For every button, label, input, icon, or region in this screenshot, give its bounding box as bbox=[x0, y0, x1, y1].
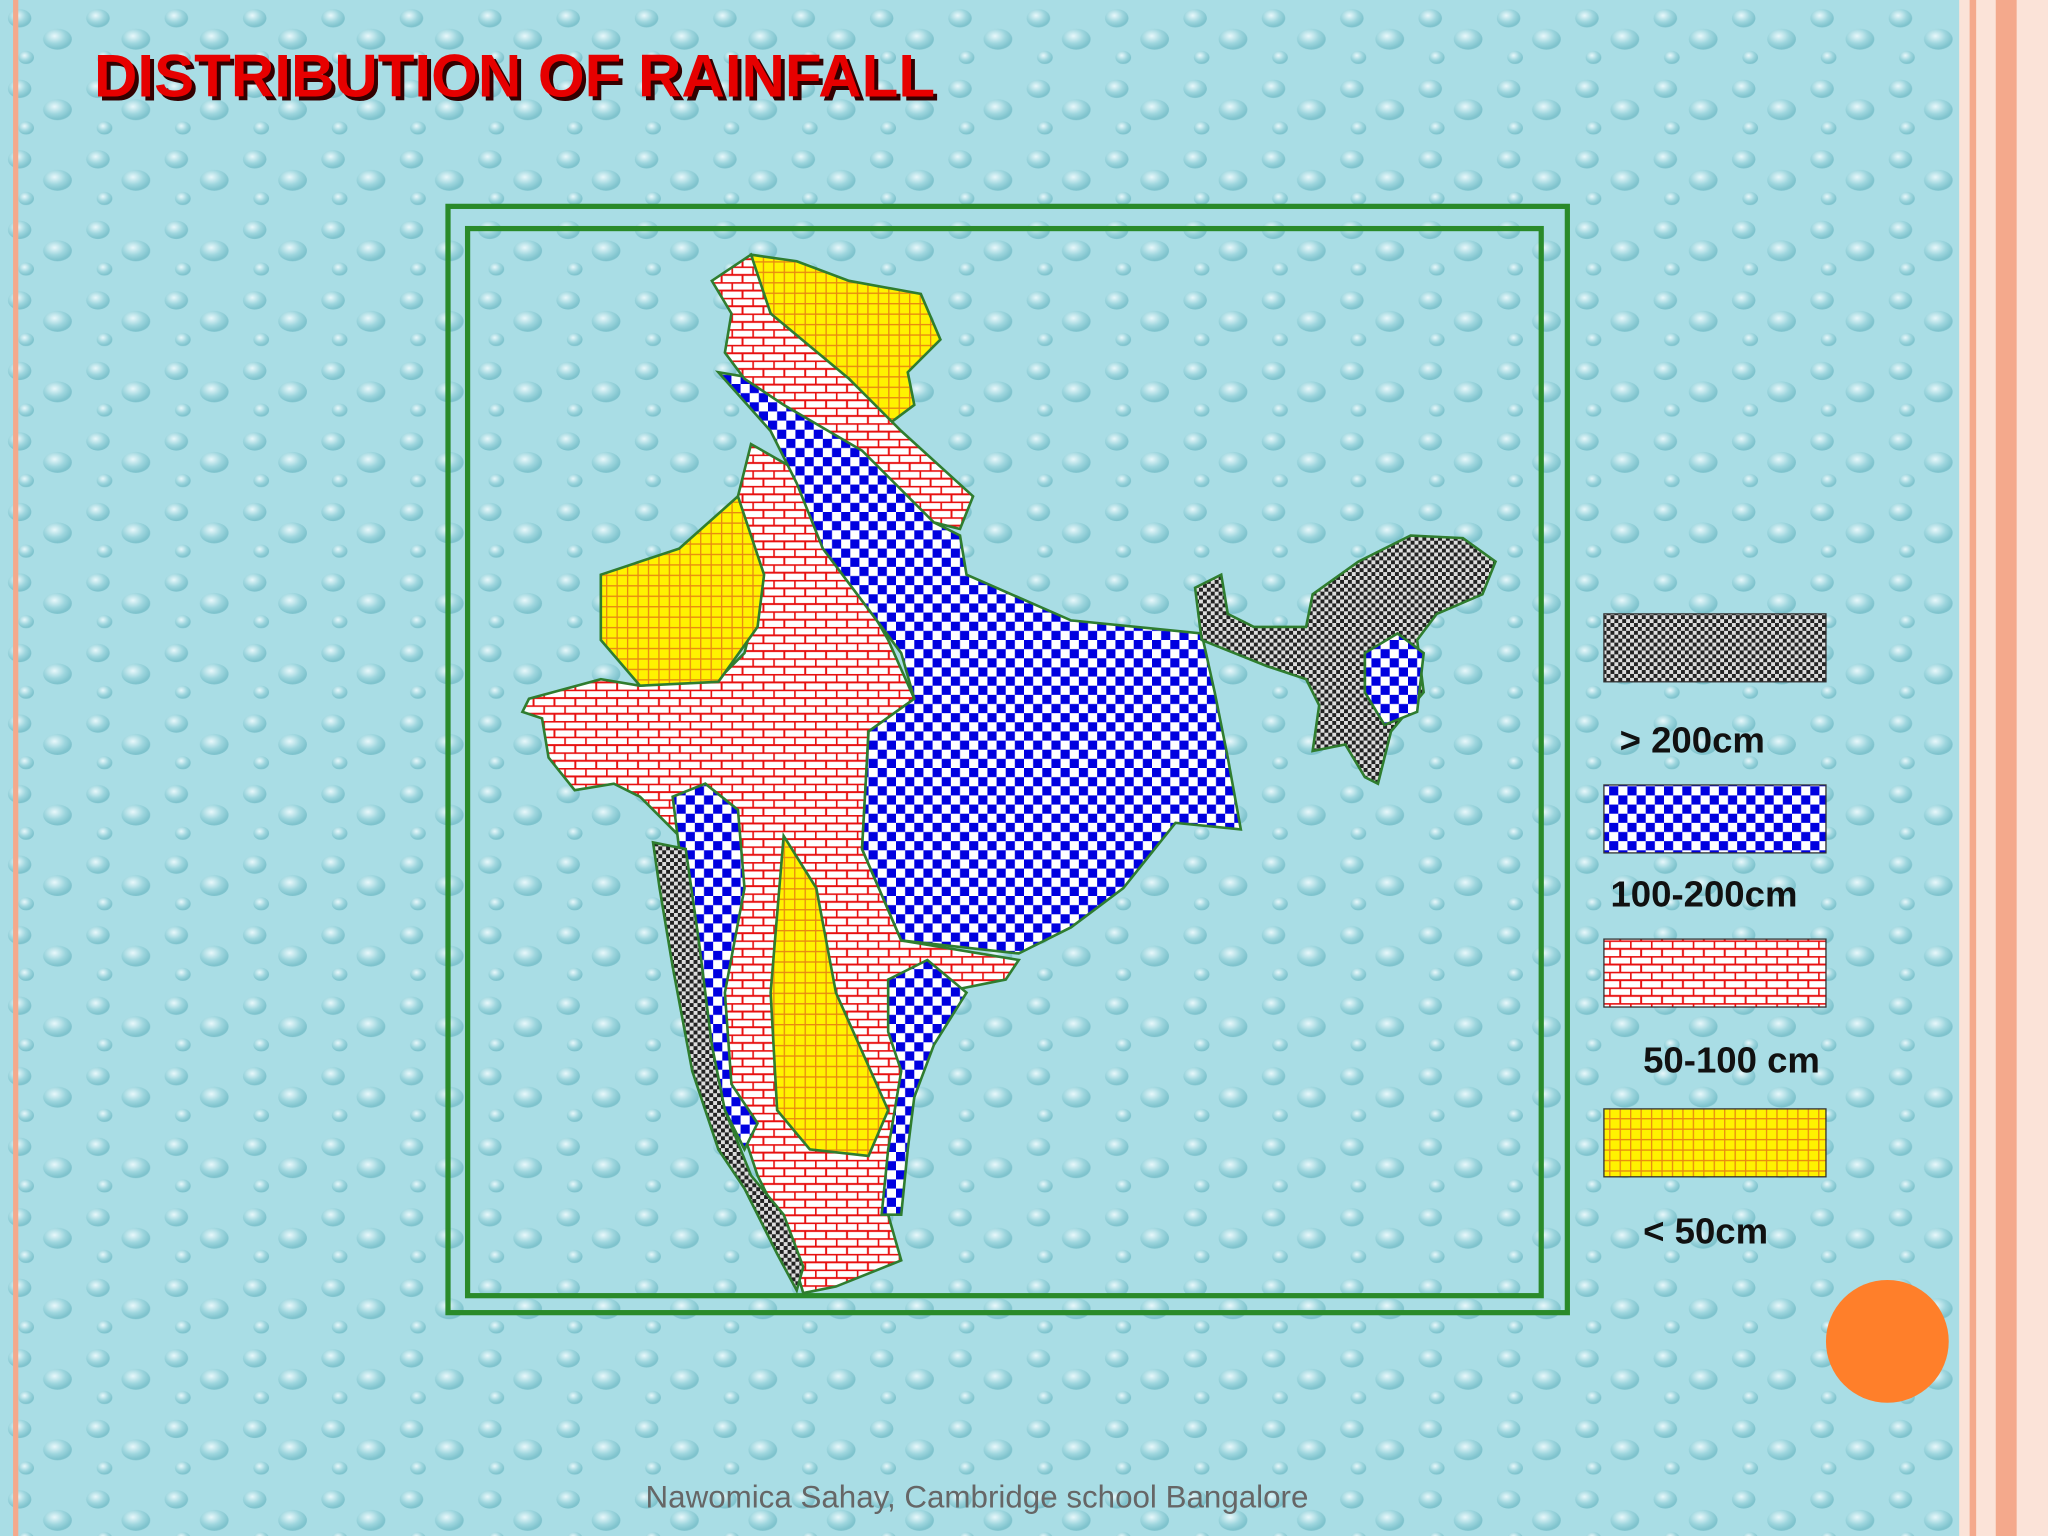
region-above-200 bbox=[651, 840, 805, 1294]
map bbox=[520, 252, 1498, 1295]
right-border-line bbox=[1995, 0, 2017, 1536]
region-100-200 bbox=[880, 958, 969, 1216]
legend-label: > 200cm bbox=[1620, 719, 1765, 760]
legend-swatch bbox=[1603, 938, 1827, 1008]
legend: > 200cm 100-200cm 50-100 cm < 50cm bbox=[1603, 613, 1827, 1251]
region-below-50 bbox=[599, 494, 766, 688]
map-frame bbox=[464, 225, 1544, 1299]
map-frame bbox=[445, 203, 1570, 1316]
region-above-200 bbox=[1193, 534, 1498, 786]
legend-swatch bbox=[1603, 784, 1827, 854]
legend-label: < 50cm bbox=[1643, 1210, 1768, 1251]
left-border bbox=[13, 0, 19, 1536]
legend-swatch bbox=[1603, 613, 1827, 683]
region-below-50 bbox=[769, 831, 890, 1158]
legend-swatch bbox=[1603, 1108, 1827, 1178]
right-border-line bbox=[1969, 0, 1977, 1536]
region-50-100 bbox=[710, 252, 975, 531]
title: DISTRIBUTION OF RAINFALL bbox=[94, 43, 935, 110]
legend-label: 100-200cm bbox=[1610, 873, 1797, 914]
decor-circle bbox=[1825, 1280, 1949, 1403]
region-100-200 bbox=[1363, 631, 1426, 727]
footer: Nawomica Sahay, Cambridge school Bangalo… bbox=[646, 1479, 1309, 1514]
legend-label: 50-100 cm bbox=[1643, 1039, 1820, 1080]
title-shadow: DISTRIBUTION OF RAINFALL bbox=[98, 47, 939, 114]
